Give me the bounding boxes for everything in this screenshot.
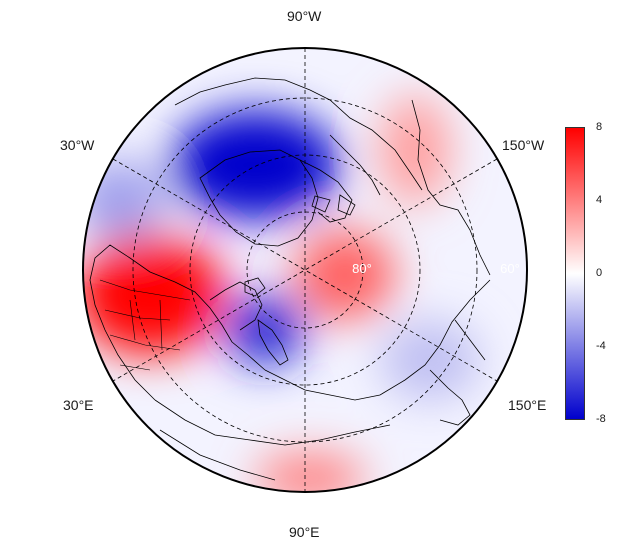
asia-borders — [154, 399, 391, 481]
coastlines — [89, 77, 491, 481]
north-america-coastline — [174, 77, 423, 223]
lat-label-80: 80° — [352, 261, 372, 276]
colorbar-tick-8: 8 — [596, 121, 603, 133]
graticule — [112, 48, 498, 492]
colorbar-tick-0: 0 — [596, 267, 603, 279]
lon-label-90w: 90°W — [287, 8, 322, 24]
colorbar-tick-4: 4 — [596, 194, 603, 206]
novaya-zemlya-coastline — [257, 319, 289, 366]
lon-label-90e: 90°E — [289, 524, 320, 540]
lon-label-30w: 30°W — [60, 137, 95, 153]
anomaly-laptev-siberia — [295, 230, 395, 320]
parallel-80 — [246, 211, 364, 329]
arctic-islands — [311, 194, 356, 216]
siberia-coastline — [264, 279, 491, 401]
meridian-150w-30e — [112, 158, 498, 382]
kamchatka-coastline — [429, 369, 471, 426]
greenland-coastline — [199, 149, 319, 247]
anomaly-barents-kara — [225, 295, 305, 365]
svalbard-coastline — [244, 277, 266, 297]
meridian-30w-150e — [112, 158, 498, 382]
anomaly-europe-west-russia — [83, 235, 225, 355]
parallel-60 — [132, 97, 478, 443]
lat-label-60: 60° — [500, 261, 520, 276]
anomaly-greenland-baffin — [170, 110, 340, 220]
alaska-coastline — [411, 99, 491, 276]
lon-label-30e: 30°E — [63, 397, 94, 413]
lon-label-150e: 150°E — [508, 397, 547, 413]
colorbar — [565, 127, 585, 420]
europe-coastline — [89, 244, 266, 401]
lon-label-150w: 150°W — [502, 137, 545, 153]
anomaly-alaska-bering — [380, 95, 450, 205]
anomaly-north-pacific — [380, 320, 480, 400]
colorbar-tick-neg4: -4 — [596, 340, 606, 352]
colorbar-tick-neg8: -8 — [596, 413, 606, 425]
anomaly-north-atlantic — [83, 160, 165, 240]
anomaly-central-asia — [255, 453, 365, 492]
map-boundary — [82, 47, 528, 493]
